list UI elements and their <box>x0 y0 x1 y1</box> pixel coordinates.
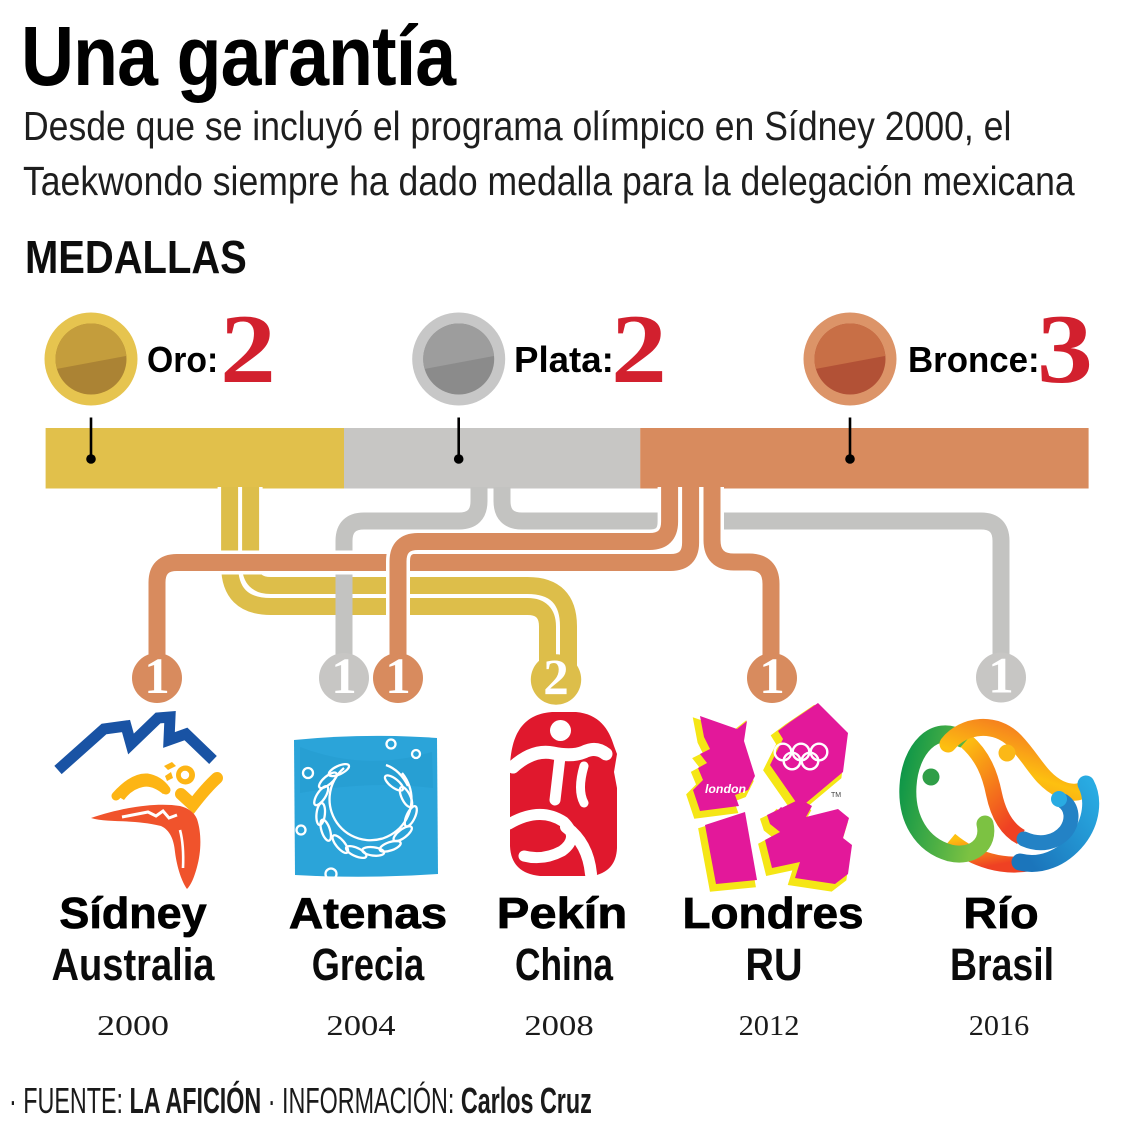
svg-text:TM: TM <box>831 792 841 799</box>
svg-text:1: 1 <box>988 649 1014 705</box>
svg-text:2: 2 <box>543 651 569 707</box>
svg-text:1: 1 <box>144 649 170 705</box>
svg-text:1: 1 <box>385 649 411 705</box>
svg-text:1: 1 <box>759 649 785 705</box>
svg-text:1: 1 <box>331 649 357 705</box>
svg-text:london: london <box>705 782 746 796</box>
